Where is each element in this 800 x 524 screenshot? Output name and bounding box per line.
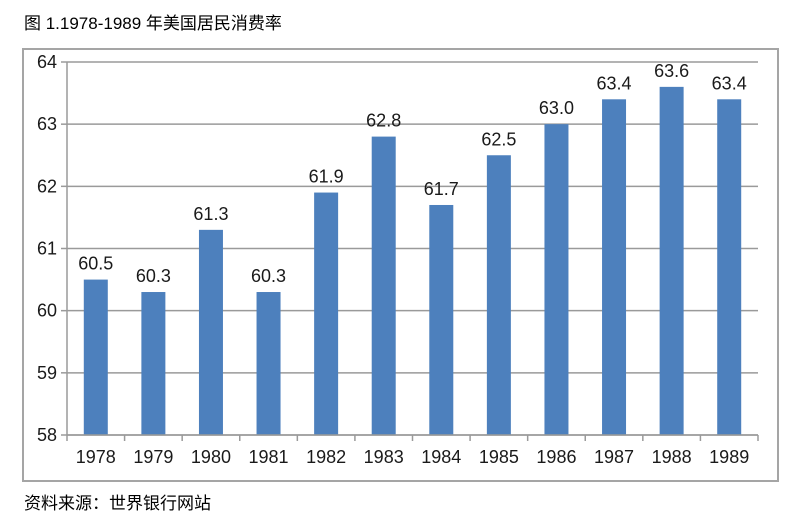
chart-frame: 58 59 60 61 62 63 64 60.5 1978 60.3 1979 61.3 1980 60… (22, 48, 779, 482)
value-label: 63.4 (597, 73, 632, 93)
bar-chart: 58 59 60 61 62 63 64 60.5 1978 60.3 1979 61.3 1980 60… (37, 52, 759, 467)
x-tick-label: 1982 (306, 447, 346, 467)
x-tick-label: 1989 (709, 447, 749, 467)
value-label: 61.3 (193, 204, 228, 224)
bar (544, 124, 569, 436)
x-tick-label: 1988 (652, 447, 692, 467)
bar (486, 155, 511, 435)
y-tick-label: 61 (37, 239, 57, 259)
bar (602, 99, 627, 436)
x-tick-label: 1981 (249, 447, 289, 467)
value-label: 61.7 (424, 179, 459, 199)
value-label: 63.6 (654, 61, 689, 81)
value-label: 62.8 (366, 111, 401, 131)
bar (717, 99, 742, 436)
y-tick-label: 59 (37, 363, 57, 383)
bar (314, 192, 339, 435)
y-tick-label: 64 (37, 52, 57, 72)
value-label: 63.4 (712, 73, 747, 93)
chart-title: 图 1.1978-1989 年美国居民消费率 (24, 14, 282, 33)
bar (83, 279, 108, 435)
value-label: 63.0 (539, 98, 574, 118)
value-label: 60.5 (78, 254, 113, 274)
bar (141, 292, 166, 435)
x-tick-label: 1978 (76, 447, 116, 467)
y-tick-label: 58 (37, 425, 57, 445)
bar (371, 136, 396, 435)
y-tick-label: 62 (37, 176, 57, 196)
bar (198, 229, 223, 435)
x-tick-label: 1979 (133, 447, 173, 467)
bar (256, 292, 281, 435)
x-tick-label: 1980 (191, 447, 231, 467)
x-tick-label: 1984 (421, 447, 461, 467)
x-tick-label: 1986 (536, 447, 576, 467)
x-tick-label: 1987 (594, 447, 634, 467)
source-note: 资料来源：世界银行网站 (24, 494, 211, 513)
x-tick-label: 1985 (479, 447, 519, 467)
value-label: 60.3 (251, 266, 286, 286)
y-tick-label: 63 (37, 114, 57, 134)
x-tick-label: 1983 (364, 447, 404, 467)
bar (429, 204, 454, 435)
value-label: 60.3 (136, 266, 171, 286)
y-tick-label: 60 (37, 301, 57, 321)
bar (659, 86, 684, 435)
value-label: 61.9 (309, 167, 344, 187)
value-label: 62.5 (481, 129, 516, 149)
